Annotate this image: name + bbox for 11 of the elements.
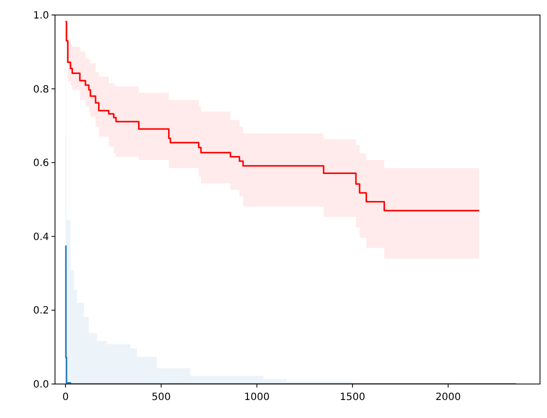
x-tick-label: 0 bbox=[62, 392, 69, 403]
x-tick-label: 1500 bbox=[340, 392, 366, 403]
y-tick-label: 0.2 bbox=[33, 306, 49, 317]
y-tick-label: 0.6 bbox=[33, 158, 49, 170]
x-tick-label: 2000 bbox=[435, 392, 461, 403]
y-tick-label: 0.8 bbox=[33, 84, 49, 96]
x-tick-label: 1000 bbox=[244, 392, 270, 403]
y-tick-label: 0.4 bbox=[33, 232, 49, 243]
y-tick-label: 1.0 bbox=[33, 10, 49, 22]
y-tick-label: 0.0 bbox=[33, 380, 49, 390]
x-tick-label: 500 bbox=[152, 392, 171, 403]
